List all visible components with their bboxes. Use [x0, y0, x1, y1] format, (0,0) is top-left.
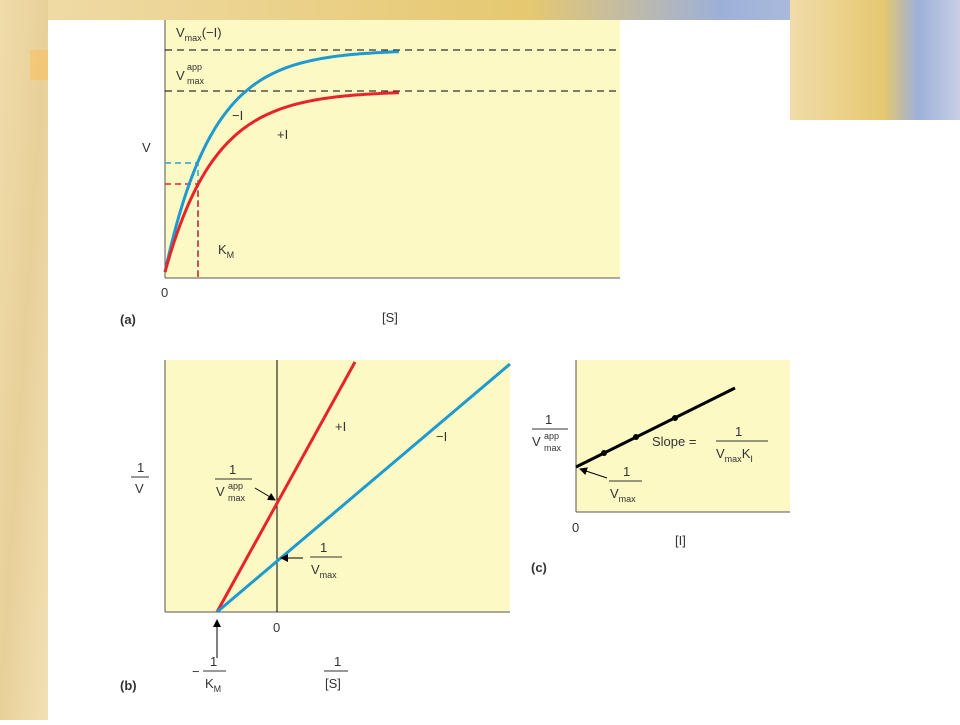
x-intercept-den: KM — [205, 676, 221, 694]
vmax-app-sup: app — [187, 62, 202, 72]
y-label-num: 1 — [137, 460, 144, 475]
y-label-num: 1 — [545, 412, 552, 427]
x-label: [I] — [675, 533, 686, 548]
panel-label: (b) — [120, 678, 137, 693]
x-label-num: 1 — [334, 654, 341, 669]
plot-area — [165, 360, 510, 612]
app-sup: app — [228, 481, 243, 491]
corner-image — [790, 0, 960, 120]
app-main: V — [216, 484, 225, 499]
app-num: 1 — [229, 462, 236, 477]
origin: 0 — [572, 520, 579, 535]
line-minus-label: −I — [436, 429, 447, 444]
km-label: KM — [218, 242, 234, 260]
x-intercept-num: 1 — [210, 654, 217, 669]
vmax-app-label: V — [176, 68, 185, 83]
point — [633, 434, 639, 440]
origin: 0 — [273, 620, 280, 635]
y-label-main: V — [532, 434, 541, 449]
panel-a: V Vmax(−I) V app max −I +I KM 0 (a) [S] — [120, 20, 620, 327]
intercept-arrow — [579, 467, 608, 479]
curve-minus-label: −I — [232, 108, 243, 123]
y-label-sup: app — [544, 431, 559, 441]
app-sub: max — [228, 493, 246, 503]
panel-label: (a) — [120, 312, 136, 327]
left-strip — [0, 0, 48, 720]
origin: 0 — [161, 285, 168, 300]
slope-prefix: Slope = — [652, 434, 696, 449]
curve-plus-label: +I — [277, 127, 288, 142]
x-label: [S] — [382, 310, 398, 325]
intercept-num: 1 — [623, 464, 630, 479]
plot-area — [165, 20, 620, 278]
point — [672, 415, 678, 421]
slope-num: 1 — [735, 424, 742, 439]
intercept-den: Vmax — [610, 486, 636, 504]
vmax-den: Vmax — [311, 562, 337, 580]
y-label-den: V — [135, 481, 144, 496]
x-label-den: [S] — [325, 676, 341, 691]
x-intercept-prefix: − — [192, 664, 200, 679]
y-label-sub: max — [544, 443, 562, 453]
vmax-label: Vmax(−I) — [176, 25, 222, 43]
slope-den: VmaxKI — [716, 446, 753, 464]
line-plus-i — [215, 361, 357, 613]
point — [601, 450, 607, 456]
line-minus-i — [216, 362, 511, 614]
app-arrow — [254, 487, 276, 501]
panel-c: 1 V app max Slope = 1 VmaxKI 1 Vmax 0 [I… — [531, 360, 790, 575]
vmax-app-sub: max — [187, 76, 205, 86]
accent — [30, 50, 48, 80]
line-plus-label: +I — [335, 419, 346, 434]
top-banner — [0, 0, 960, 20]
vmax-num: 1 — [320, 540, 327, 555]
panel-b: +I −I 1 V 1 V app max 1 Vmax 0 − 1 KM 1 … — [120, 360, 511, 694]
panel-label: (c) — [531, 560, 547, 575]
plot-area — [576, 360, 790, 512]
y-label: V — [142, 140, 151, 155]
curve-minus-i — [163, 50, 400, 273]
curve-plus-i — [163, 91, 400, 273]
